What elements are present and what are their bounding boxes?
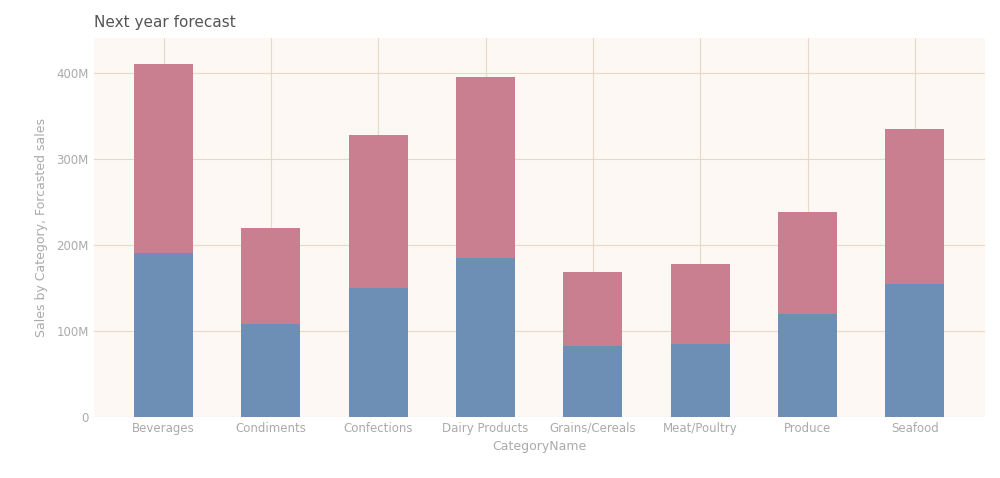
Bar [349, 135, 408, 288]
Bar [349, 288, 408, 417]
Bar [241, 324, 300, 417]
Bar [241, 228, 300, 324]
Bar [563, 347, 622, 417]
Bar [778, 314, 837, 417]
Bar [456, 258, 515, 417]
Bar [134, 253, 193, 417]
Y-axis label: Sales by Category, Forcasted sales: Sales by Category, Forcasted sales [35, 118, 48, 337]
Bar [885, 283, 944, 417]
Bar [134, 64, 193, 253]
Bar [671, 264, 730, 344]
Text: Next year forecast: Next year forecast [94, 15, 235, 30]
X-axis label: CategoryName: CategoryName [492, 440, 586, 454]
Bar [778, 212, 837, 314]
Bar [671, 344, 730, 417]
Bar [885, 129, 944, 283]
Bar [456, 77, 515, 258]
Bar [563, 272, 622, 347]
